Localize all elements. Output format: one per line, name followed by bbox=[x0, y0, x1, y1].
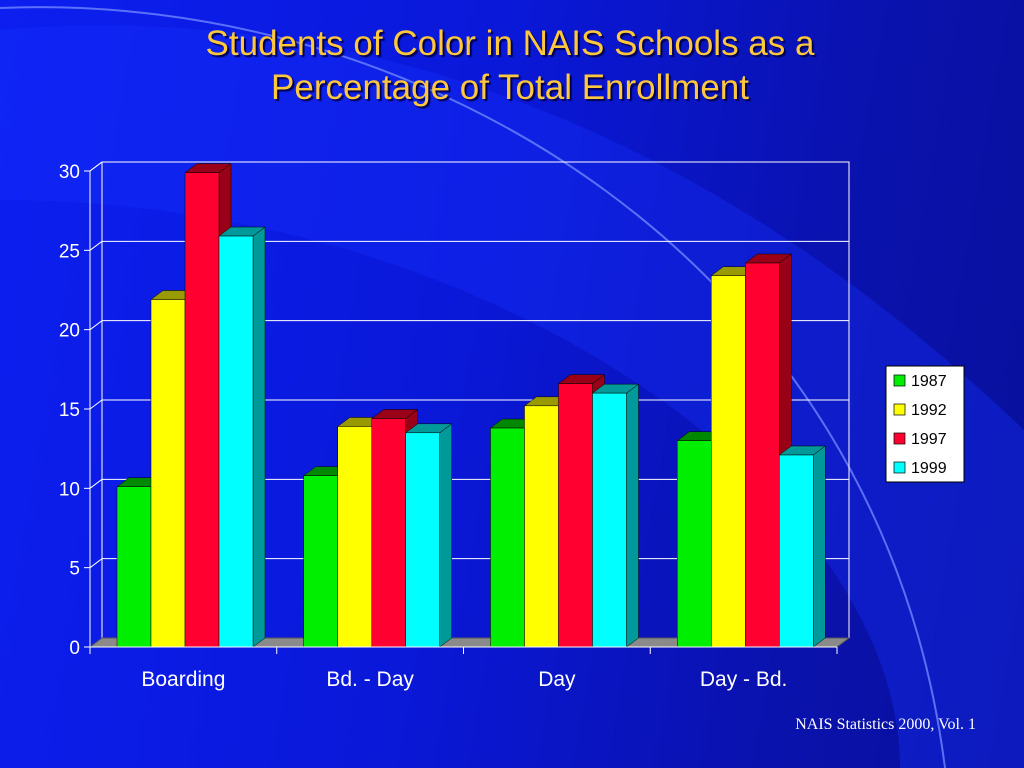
legend-swatch bbox=[893, 403, 906, 416]
y-tick-label: 5 bbox=[69, 559, 80, 580]
slide-title: Students of Color in NAIS Schools as a P… bbox=[60, 22, 960, 110]
legend-swatch bbox=[893, 461, 906, 474]
legend-swatch bbox=[893, 374, 906, 387]
y-tick-label: 0 bbox=[69, 638, 80, 659]
gridline-side bbox=[89, 240, 103, 251]
legend-swatch bbox=[893, 432, 906, 445]
y-tick-label: 10 bbox=[59, 479, 80, 500]
gridline-side bbox=[89, 558, 103, 569]
bar-1999-0 bbox=[218, 226, 266, 648]
x-tick-label: Boarding bbox=[141, 668, 225, 691]
y-tick-label: 15 bbox=[59, 400, 80, 421]
gridline-side bbox=[89, 399, 103, 410]
x-tick-label: Day - Bd. bbox=[700, 668, 788, 691]
x-tick-label: Day bbox=[538, 668, 576, 691]
gridline-side bbox=[89, 478, 103, 489]
legend-label: 1999 bbox=[911, 460, 947, 477]
legend-label: 1992 bbox=[911, 402, 947, 419]
bar-1999-3 bbox=[778, 445, 826, 648]
legend-label: 1997 bbox=[911, 431, 947, 448]
title-line-2: Percentage of Total Enrollment bbox=[271, 68, 749, 107]
bar-1999-2 bbox=[591, 383, 640, 648]
y-tick-label: 20 bbox=[59, 321, 80, 342]
y-tick-label: 25 bbox=[59, 241, 80, 262]
side-wall-top-edge bbox=[89, 161, 103, 172]
title-line-1: Students of Color in NAIS Schools as a bbox=[205, 24, 815, 63]
legend-label: 1987 bbox=[911, 373, 947, 390]
source-note: NAIS Statistics 2000, Vol. 1 bbox=[795, 716, 976, 733]
gridline-side bbox=[89, 320, 103, 331]
x-tick-label: Bd. - Day bbox=[326, 668, 414, 691]
bar-1999-1 bbox=[405, 423, 453, 648]
y-tick-label: 30 bbox=[59, 162, 80, 183]
